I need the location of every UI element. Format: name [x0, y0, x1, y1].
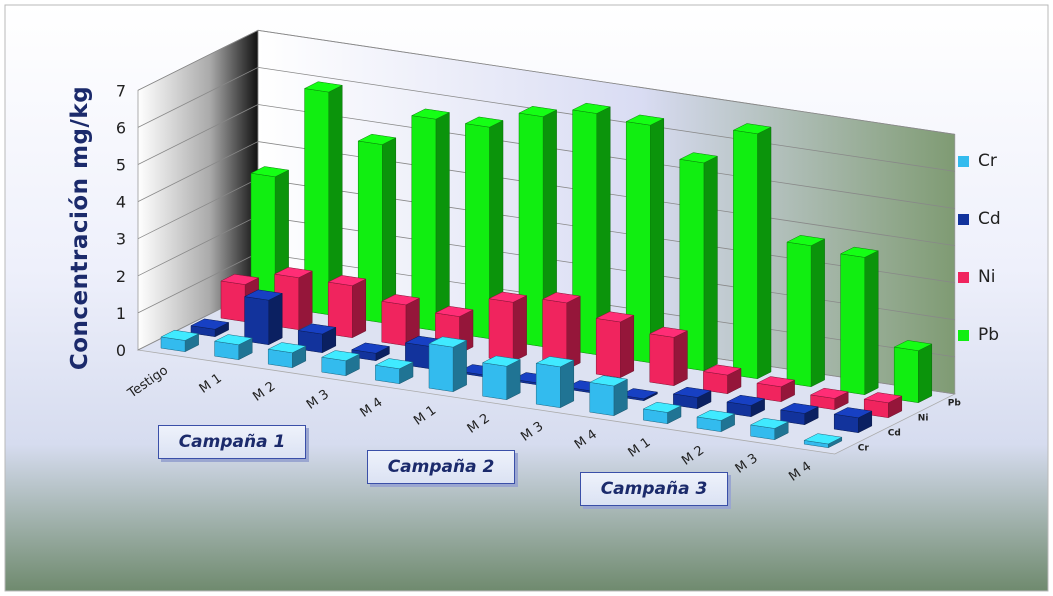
- y-tick-label: 6: [116, 118, 126, 137]
- gridline: [137, 29, 955, 135]
- legend-swatch-pb: [958, 329, 969, 341]
- bar-cd-m-1-1: [243, 289, 284, 346]
- bar-ni-m-1-5: [488, 291, 528, 363]
- y-tick-label: 3: [116, 230, 126, 249]
- bar-cr-m-1-9: [642, 401, 682, 425]
- bar-cr-m-4-8: [588, 375, 629, 417]
- bar-cd-m-2-10: [726, 394, 766, 418]
- legend-label-pb: Pb: [978, 325, 1000, 345]
- bar-ni-m-2-6: [541, 292, 582, 371]
- y-tick-label: 0: [116, 341, 126, 360]
- legend-label-ni: Ni: [978, 267, 996, 287]
- depth-tick-label-cr: Cr: [858, 444, 870, 454]
- bar-pb-m-1-1: [303, 81, 344, 316]
- legend-item-cd: Cd: [958, 190, 1038, 248]
- bar-cr-testigo-0: [160, 329, 200, 353]
- bar-pb-m-2-10: [786, 235, 826, 388]
- bar-ni-m-1-1: [273, 267, 314, 331]
- group-label-campana-3: Campaña 3: [580, 472, 728, 506]
- depth-tick-label-cd: Cd: [888, 429, 901, 439]
- y-tick-label: 4: [116, 193, 126, 212]
- bar-ni-m-4-8: [648, 326, 689, 387]
- group-label-campana-2: Campaña 2: [367, 450, 515, 484]
- depth-tick-label-pb: Pb: [948, 399, 962, 409]
- depth-axis-ticks: Cr Cd Ni Pb: [858, 399, 962, 454]
- legend-item-ni: Ni: [958, 248, 1038, 306]
- bar-cr-m-3-3: [320, 350, 361, 377]
- bar-pb-m-4-8: [678, 152, 719, 372]
- gridline: [137, 104, 955, 209]
- y-tick-label: 7: [116, 81, 126, 100]
- bar-pb-m-1-5: [518, 106, 558, 348]
- bar-cr-m-3-7: [535, 356, 575, 409]
- bar-pb-m-3-7: [625, 114, 665, 364]
- gridline: [137, 141, 955, 246]
- bars: [160, 81, 933, 449]
- legend-item-pb: Pb: [958, 306, 1038, 364]
- legend-swatch-cr: [958, 155, 969, 167]
- bar-ni-m-2-10: [756, 376, 796, 403]
- bar-ni-m-2-2: [327, 275, 367, 339]
- bar-cr-m-1-1: [213, 334, 254, 361]
- bar-pb-m-2-2: [357, 133, 397, 324]
- bar-cr-m-1-5: [428, 336, 468, 393]
- bar-cr-m-4-4: [374, 358, 414, 385]
- bar-cd-m-3-11: [779, 402, 820, 426]
- bar-pb-m-2-6: [571, 102, 612, 356]
- legend: Cr Cd Ni Pb: [958, 132, 1038, 364]
- y-axis-ticks: 0 1 2 3 4 5 6 7: [116, 81, 126, 360]
- gridline: [137, 66, 955, 172]
- legend-item-cr: Cr: [958, 132, 1038, 190]
- legend-label-cr: Cr: [978, 151, 997, 171]
- bar-cr-m-3-11: [749, 417, 790, 441]
- bar-ni-m-3-11: [809, 387, 850, 411]
- bar-cd-m-2-2: [297, 323, 337, 354]
- bar-ni-m-1-9: [702, 364, 742, 395]
- bar-ni-m-3-7: [595, 311, 635, 379]
- bar-pb-m-4-12: [893, 340, 933, 404]
- bar-pb-m-1-9: [732, 123, 772, 380]
- legend-label-cd: Cd: [978, 209, 1001, 229]
- bar-pb-m-3-11: [839, 246, 880, 396]
- bar-ni-m-3-3: [380, 294, 421, 347]
- bar-cr-m-2-2: [267, 342, 307, 369]
- bar-ni-m-4-12: [863, 392, 903, 419]
- bar-cd-m-1-9: [672, 386, 712, 410]
- depth-tick-label-ni: Ni: [918, 414, 929, 424]
- y-tick-label: 1: [116, 304, 126, 323]
- y-axis-label: Concentración mg/kg: [67, 85, 93, 371]
- bar-pb-m-3-3: [410, 108, 451, 332]
- bar-cr-m-4-12: [803, 433, 843, 449]
- bar-pb-m-4-4: [464, 116, 504, 340]
- bar-cd-m-4-12: [833, 407, 873, 434]
- legend-swatch-cd: [958, 213, 969, 225]
- y-tick-label: 5: [116, 156, 126, 175]
- bar-cr-m-2-10: [696, 409, 736, 433]
- group-label-campana-1: Campaña 1: [158, 425, 306, 459]
- y-tick-label: 2: [116, 267, 126, 286]
- legend-swatch-ni: [958, 271, 969, 283]
- bar-cr-m-2-6: [481, 355, 522, 401]
